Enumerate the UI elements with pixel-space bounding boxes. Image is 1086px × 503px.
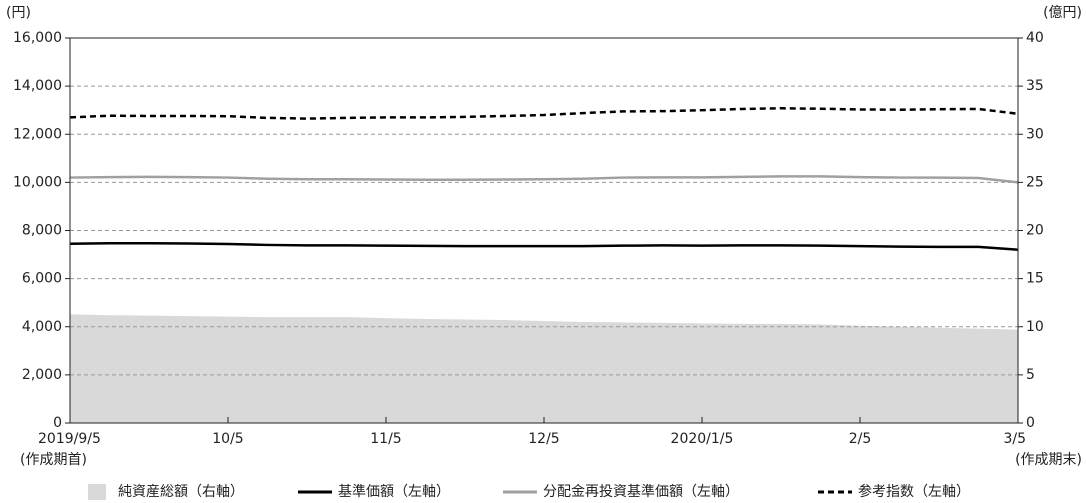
- x-tick-label: 10/5: [212, 431, 243, 447]
- area: [70, 314, 1018, 423]
- y-tick-label: 10,000: [13, 174, 62, 190]
- y2-tick-label: 5: [1026, 367, 1035, 383]
- y2-tick-label: 10: [1026, 319, 1044, 335]
- x-tick-label: 12/5: [528, 431, 559, 447]
- line: [69, 242, 1019, 251]
- x-tick-label: 3/5: [1003, 431, 1026, 447]
- y-tick-label: 6,000: [22, 271, 62, 287]
- y2-tick-label: 40: [1026, 30, 1044, 46]
- legend-swatch: [88, 484, 106, 500]
- y2-tick-label: 20: [1026, 223, 1044, 239]
- legend-label: 参考指数（左軸）: [858, 483, 970, 500]
- y-tick-label: 8,000: [22, 223, 62, 239]
- annotation: (作成期末): [1015, 452, 1082, 468]
- y2-tick-label: 0: [1026, 415, 1035, 431]
- x-tick-label: 2019/9/5: [38, 431, 101, 447]
- x-tick-label: 11/5: [370, 431, 401, 447]
- legend-label: 分配金再投資基準価額（左軸）: [543, 483, 739, 500]
- legend-label: 純資産総額（右軸）: [118, 484, 244, 500]
- y-tick-label: 14,000: [13, 78, 62, 94]
- x-tick-label: 2/5: [849, 431, 872, 447]
- y-tick-label: 0: [53, 415, 62, 431]
- y2-tick-label: 25: [1026, 174, 1044, 190]
- line: [69, 107, 1019, 120]
- y-tick-label: 4,000: [22, 319, 62, 335]
- y-axis-label: (円): [6, 5, 31, 21]
- y-tick-label: 16,000: [13, 30, 62, 46]
- y2-axis-label: (億円): [1043, 5, 1082, 21]
- line: [69, 175, 1019, 184]
- x-tick-label: 2020/1/5: [671, 431, 734, 447]
- y-tick-label: 12,000: [13, 126, 62, 142]
- y-tick-label: 2,000: [22, 367, 62, 383]
- legend-label: 基準価額（左軸）: [338, 483, 450, 500]
- y2-tick-label: 35: [1026, 78, 1044, 94]
- y2-tick-label: 15: [1026, 271, 1044, 287]
- y2-tick-label: 30: [1026, 126, 1044, 142]
- annotation: (作成期首): [20, 452, 87, 468]
